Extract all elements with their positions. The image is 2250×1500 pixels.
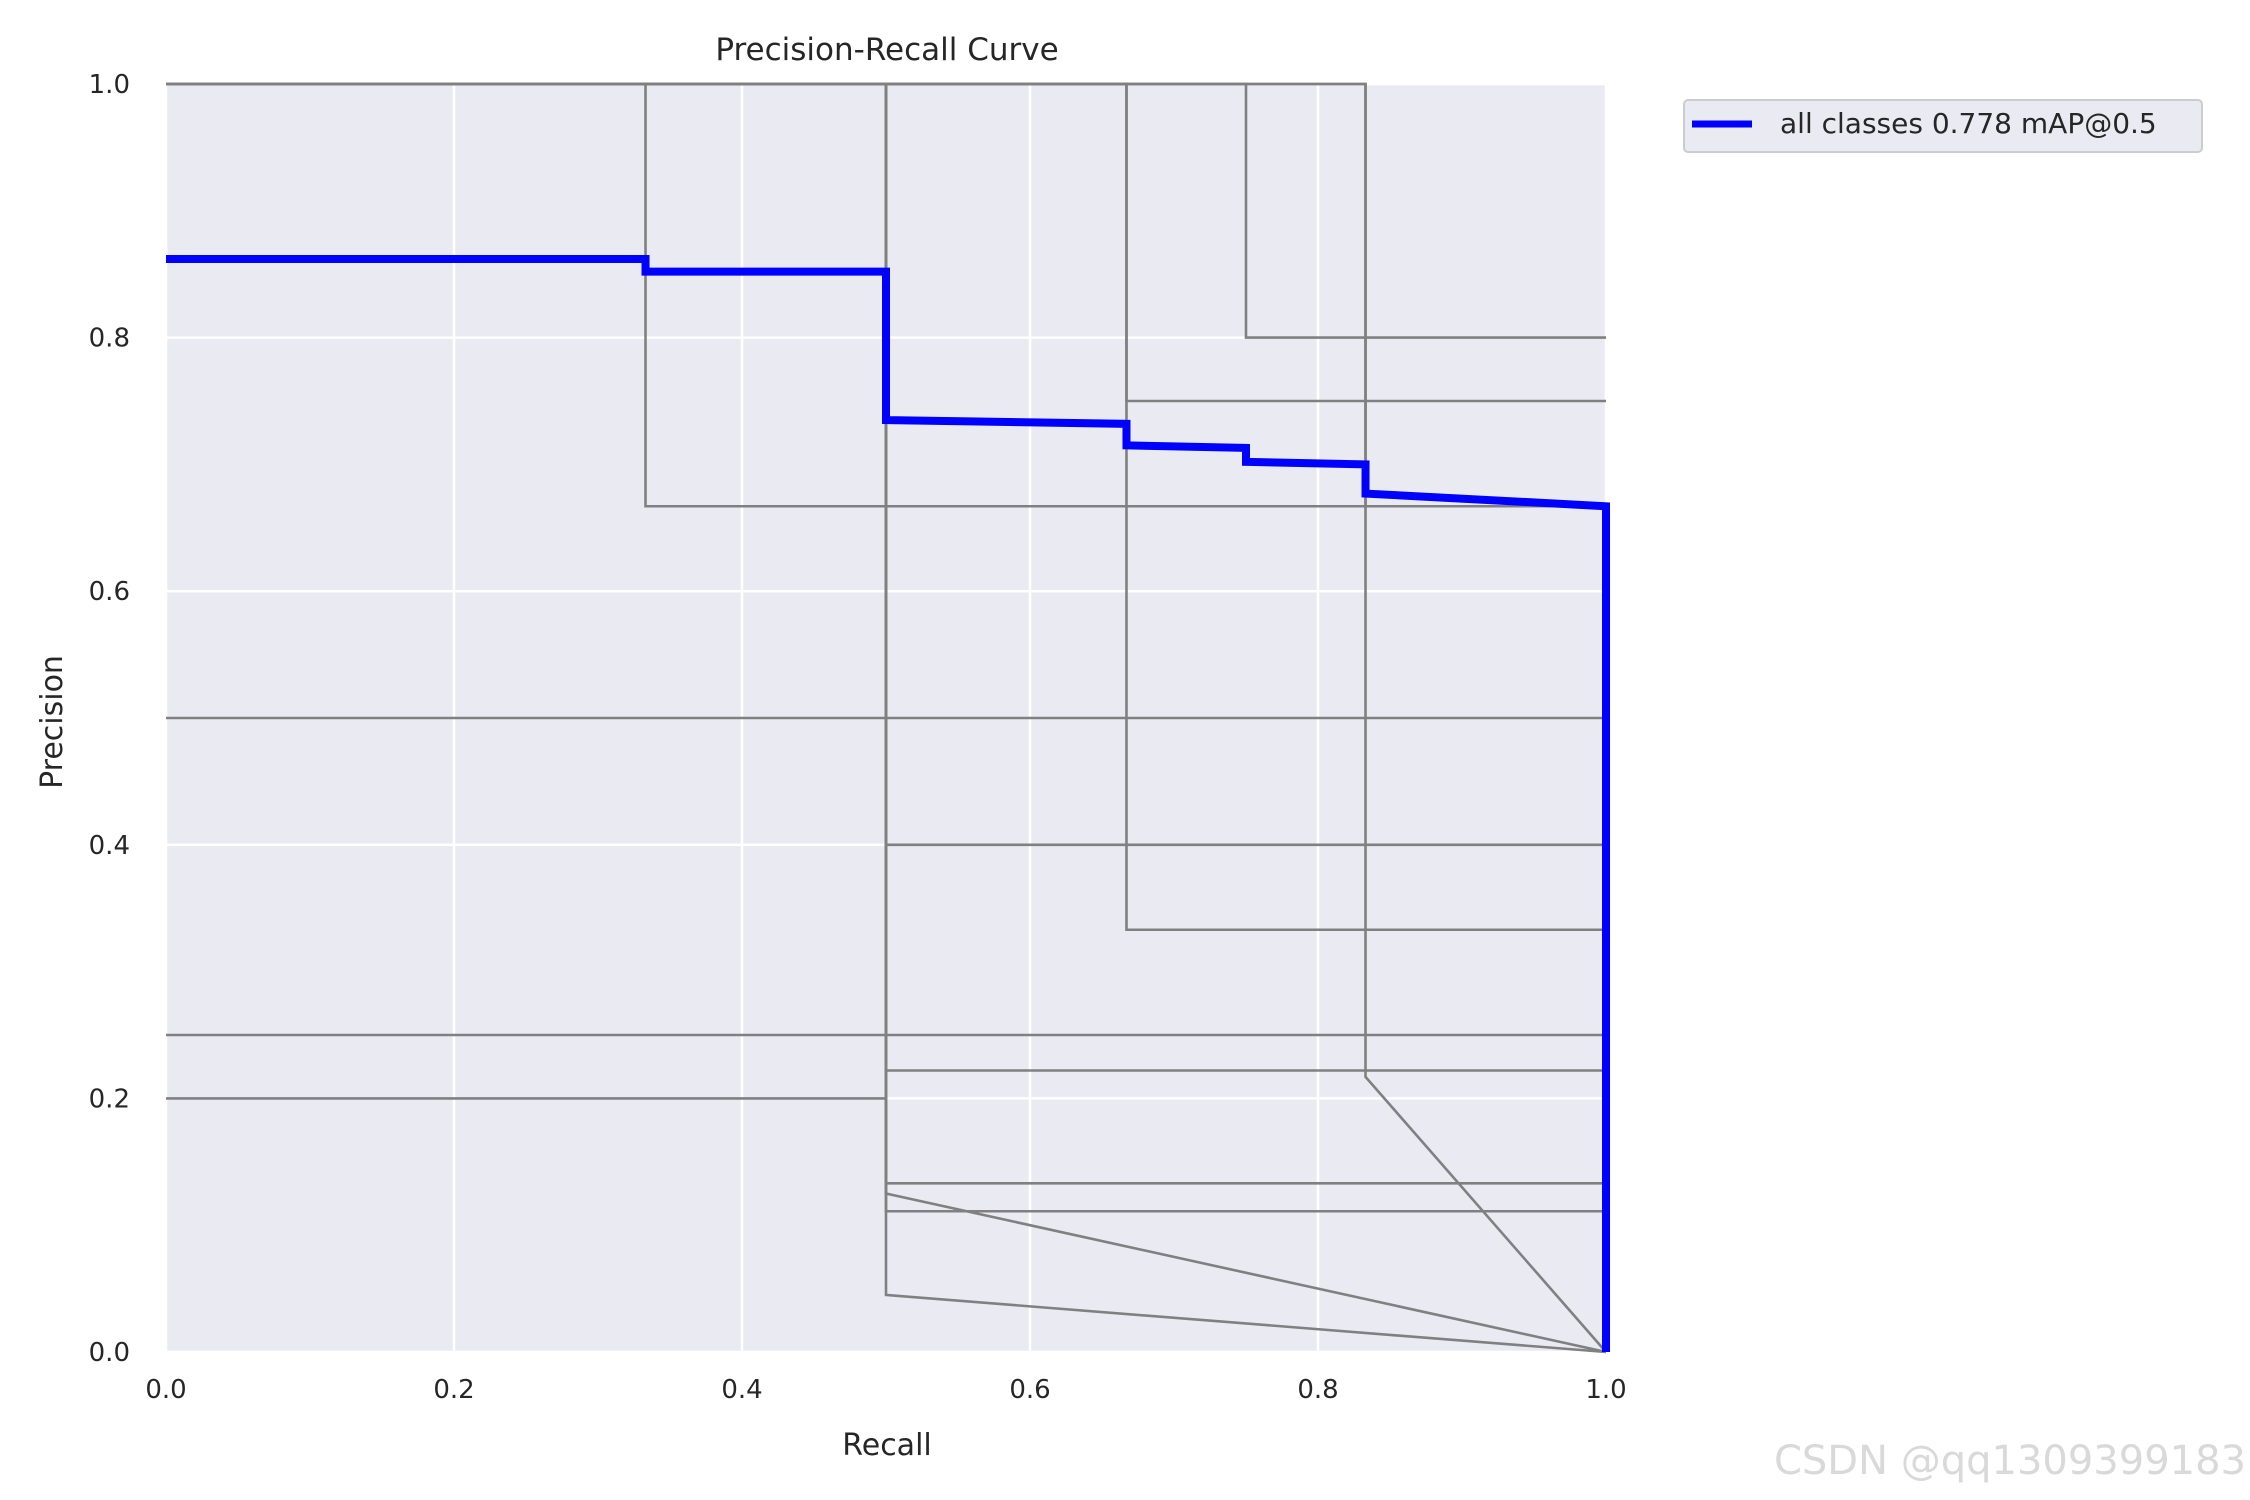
y-tick-labels: 0.0 0.2 0.4 0.6 0.8 1.0 (89, 70, 130, 1368)
chart-title: Precision-Recall Curve (715, 32, 1058, 68)
legend-label: all classes 0.778 mAP@0.5 (1780, 107, 2157, 140)
y-tick-label: 0.4 (89, 831, 130, 861)
series-lines (166, 82, 1610, 1354)
x-tick-label: 1.0 (1585, 1375, 1626, 1405)
x-tick-label: 0.0 (145, 1375, 186, 1405)
x-tick-label: 0.4 (721, 1375, 762, 1405)
legend: all classes 0.778 mAP@0.5 (1683, 99, 2203, 153)
y-tick-label: 1.0 (89, 70, 130, 100)
x-tick-label: 0.6 (1009, 1375, 1050, 1405)
x-axis-label: Recall (842, 1428, 932, 1463)
legend-box (1683, 99, 2203, 153)
y-tick-label: 0.6 (89, 577, 130, 607)
x-tick-label: 0.8 (1297, 1375, 1338, 1405)
x-tick-labels: 0.0 0.2 0.4 0.6 0.8 1.0 (145, 1375, 1626, 1405)
watermark: CSDN @qq1309399183 (1773, 1438, 2246, 1484)
y-axis-label: Precision (35, 655, 70, 789)
x-tick-label: 0.2 (433, 1375, 474, 1405)
y-tick-label: 0.0 (89, 1338, 130, 1368)
all-classes-pr-line (166, 254, 1610, 1352)
y-tick-label: 0.2 (89, 1084, 130, 1114)
y-tick-label: 0.8 (89, 324, 130, 354)
class-pr-line (166, 82, 1607, 1353)
